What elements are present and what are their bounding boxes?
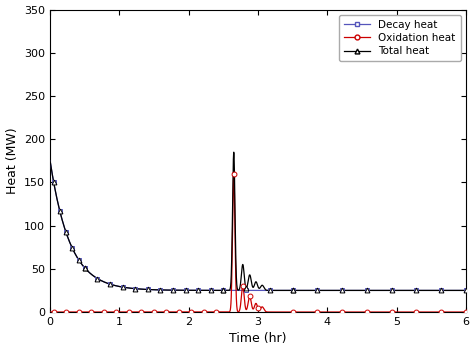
Y-axis label: Heat (MW): Heat (MW)	[6, 127, 19, 194]
X-axis label: Time (hr): Time (hr)	[229, 332, 287, 345]
Legend: Decay heat, Oxidation heat, Total heat: Decay heat, Oxidation heat, Total heat	[339, 15, 461, 61]
